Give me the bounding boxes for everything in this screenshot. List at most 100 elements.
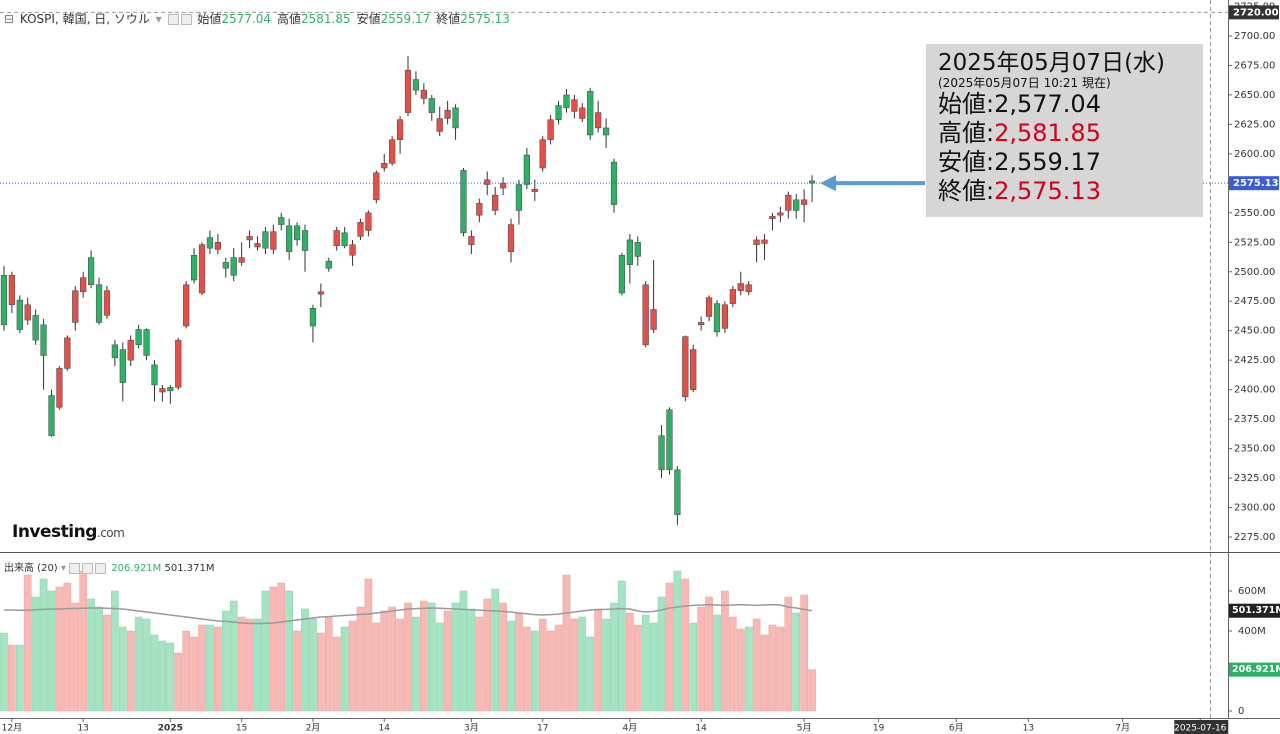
crosshair-box xyxy=(1229,5,1279,20)
x-tick-label: 14 xyxy=(379,724,391,734)
candle-body xyxy=(753,239,760,245)
candle-body xyxy=(8,275,15,306)
volume-bar xyxy=(657,596,666,712)
candle-body xyxy=(238,257,245,263)
volume-bar xyxy=(0,632,8,712)
volume-bar xyxy=(55,586,64,712)
volume-bar xyxy=(95,606,103,712)
candle-body xyxy=(761,239,768,244)
candle-body xyxy=(373,172,380,201)
candle-body xyxy=(698,322,705,326)
volume-bar xyxy=(538,618,547,712)
volume-bar xyxy=(324,616,333,712)
candle-body xyxy=(317,291,324,295)
candle-body xyxy=(159,388,166,393)
last-price-label: 2575.13 xyxy=(1233,178,1279,189)
candle-body xyxy=(674,469,681,515)
y-tick-label: 2275.00 xyxy=(1234,532,1275,543)
candle-body xyxy=(222,262,229,269)
volume-bar xyxy=(435,622,444,712)
volume-bar xyxy=(253,618,262,712)
volume-bar xyxy=(174,652,183,712)
info-time: (2025年05月07日 10:21 現在) xyxy=(938,76,1111,90)
ohlc-label: 安値 xyxy=(356,12,381,26)
x-tick-label: 13 xyxy=(77,724,88,734)
hide-icon[interactable] xyxy=(180,14,192,25)
chart-header: ⊟ KOSPI, 韓国, 日, ソウル ▾ 始値2577.04 高値2581.85… xyxy=(4,10,518,27)
candle-body xyxy=(293,225,301,241)
info-rows: 始値:2,577.04 高値:2,581.85 安値:2,559.17 終値:2,57… xyxy=(938,90,1191,206)
candle-body xyxy=(690,349,697,390)
candle-body xyxy=(404,69,412,113)
dropdown[interactable]: ▾ xyxy=(60,563,66,574)
candle-body xyxy=(420,89,427,99)
settings-icon[interactable] xyxy=(69,562,81,574)
candle-body xyxy=(72,290,79,323)
volume-bar xyxy=(633,624,642,712)
candle-body xyxy=(531,188,538,192)
volume-bar xyxy=(752,618,761,712)
volume-bar xyxy=(586,636,595,712)
candle-body xyxy=(16,299,23,330)
volume-value-box xyxy=(1229,662,1280,677)
volume-bar xyxy=(8,644,16,712)
volume-bar xyxy=(768,624,777,712)
info-value: 2,577.04 xyxy=(994,90,1101,118)
candle-body xyxy=(381,163,388,169)
volume-bar xyxy=(562,574,571,712)
hide-icon[interactable] xyxy=(82,562,94,574)
candle-body xyxy=(571,99,578,112)
volume-bar xyxy=(491,588,499,712)
candle-body xyxy=(151,364,158,386)
volume-bar xyxy=(554,624,563,712)
volume-bar xyxy=(689,622,698,712)
candle-body xyxy=(0,275,8,326)
volume-bar xyxy=(792,612,801,712)
candle-body xyxy=(507,224,515,252)
candle-body xyxy=(24,304,31,321)
candle-body xyxy=(325,260,332,269)
volume-bar xyxy=(570,618,579,712)
candle-body xyxy=(642,284,649,346)
x-tick-label: 14 xyxy=(695,724,707,734)
candle-body xyxy=(246,236,253,241)
info-row: 高値:2,581.85 xyxy=(938,119,1191,148)
candle-body xyxy=(499,183,507,189)
volume-value-label: 206.921M xyxy=(1232,664,1280,675)
settings-icon[interactable] xyxy=(167,14,179,25)
volume-bar xyxy=(269,586,278,712)
y-tick-label: 2525.00 xyxy=(1234,237,1275,248)
candle-body xyxy=(682,336,689,397)
close-icon[interactable] xyxy=(95,562,107,574)
volume-bar xyxy=(515,612,523,712)
x-tick-label: 4月 xyxy=(622,723,637,734)
volume-bar xyxy=(721,590,729,712)
collapse-icon[interactable]: ⊟ xyxy=(4,12,15,26)
candle-body xyxy=(515,184,523,211)
x-tick-label: 2025-07-16 xyxy=(1174,724,1227,734)
candle-body xyxy=(135,329,142,346)
candle-body xyxy=(452,107,459,129)
x-tick-label: 15 xyxy=(236,724,247,734)
volume-bar xyxy=(800,594,808,712)
volume-bar xyxy=(610,602,618,712)
x-tick-label: 2月 xyxy=(306,723,321,734)
volume-bar xyxy=(729,616,737,712)
x-tick-label: 19 xyxy=(873,724,885,734)
volume-value: 206.921M xyxy=(111,563,162,574)
volume-bar xyxy=(261,590,270,712)
ohlc-fields: 始値2577.04 高値2581.85 安値2559.17 終値2575.13 xyxy=(197,12,516,26)
ohlc-value: 2577.04 xyxy=(221,12,271,26)
candle-body xyxy=(721,304,729,329)
volume-bar xyxy=(396,618,404,712)
volume-bar xyxy=(546,630,555,712)
candle-body xyxy=(357,221,364,237)
volume-bar xyxy=(404,602,412,712)
candle-body xyxy=(737,283,744,291)
y-tick-label: 2475.00 xyxy=(1234,296,1275,307)
volume-bar xyxy=(530,630,539,712)
volume-bar xyxy=(301,608,309,712)
y-tick-label: 2500.00 xyxy=(1234,267,1275,278)
dropdown[interactable]: ▾ xyxy=(155,12,162,26)
